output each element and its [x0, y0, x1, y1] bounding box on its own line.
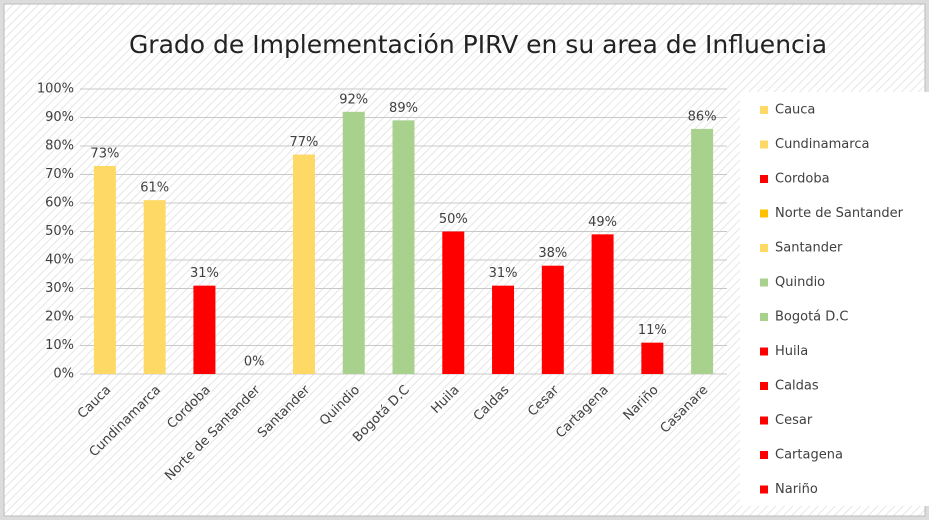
bar	[342, 111, 365, 375]
bar	[193, 285, 216, 374]
legend-swatch	[760, 244, 768, 252]
y-tick-label: 100%	[37, 82, 74, 97]
legend-swatch	[760, 313, 768, 321]
data-label: 89%	[389, 101, 418, 116]
bar	[442, 231, 465, 374]
y-tick-label: 10%	[45, 338, 74, 353]
legend-label: Caldas	[775, 379, 819, 394]
y-tick-label: 80%	[45, 139, 74, 154]
data-label: 11%	[638, 323, 667, 338]
y-tick-label: 0%	[53, 367, 74, 382]
data-label: 92%	[339, 92, 368, 107]
legend-swatch	[760, 106, 768, 114]
data-label: 77%	[290, 135, 319, 150]
legend-label: Cundinamarca	[775, 137, 869, 152]
legend-label: Cartagena	[775, 448, 843, 463]
legend-label: Cauca	[775, 103, 815, 118]
data-label: 31%	[489, 266, 518, 281]
chart-title: Grado de Implementación PIRV en su area …	[129, 30, 827, 59]
legend-swatch	[760, 416, 768, 425]
legend-label: Cordoba	[775, 172, 830, 187]
bar	[541, 265, 564, 374]
legend-swatch	[760, 485, 768, 494]
data-label: 0%	[244, 355, 265, 370]
data-label: 50%	[439, 212, 468, 227]
bar	[492, 285, 515, 374]
legend-swatch	[760, 209, 768, 218]
legend-label: Nariño	[775, 482, 818, 497]
legend-swatch	[760, 347, 768, 356]
data-label: 61%	[140, 181, 169, 196]
legend-label: Norte de Santander	[775, 206, 904, 221]
bar	[392, 120, 415, 374]
legend-swatch	[760, 382, 768, 390]
y-tick-label: 30%	[45, 281, 74, 296]
y-tick-label: 70%	[45, 167, 74, 182]
data-label: 38%	[538, 246, 567, 261]
data-label: 31%	[190, 266, 219, 281]
bar	[691, 128, 714, 374]
legend-label: Cesar	[775, 413, 813, 428]
y-tick-label: 20%	[45, 310, 74, 325]
y-tick-label: 90%	[45, 110, 74, 125]
legend-swatch	[760, 175, 768, 183]
legend-label: Santander	[775, 241, 843, 256]
legend-label: Bogotá D.C	[775, 310, 849, 325]
bar	[93, 165, 116, 374]
bar	[641, 342, 664, 374]
legend-label: Huila	[775, 344, 808, 359]
y-tick-label: 40%	[45, 253, 74, 268]
legend-label: Quindio	[775, 275, 825, 290]
data-label: 86%	[688, 109, 717, 124]
bar	[292, 154, 315, 374]
legend-swatch	[760, 451, 768, 459]
bar	[591, 234, 614, 374]
bar	[143, 200, 166, 374]
y-tick-label: 60%	[45, 196, 74, 211]
data-label: 73%	[90, 146, 119, 161]
y-tick-label: 50%	[45, 224, 74, 239]
legend-box	[740, 92, 929, 506]
data-label: 49%	[588, 215, 617, 230]
legend-swatch	[760, 140, 768, 149]
legend-swatch	[760, 278, 768, 287]
